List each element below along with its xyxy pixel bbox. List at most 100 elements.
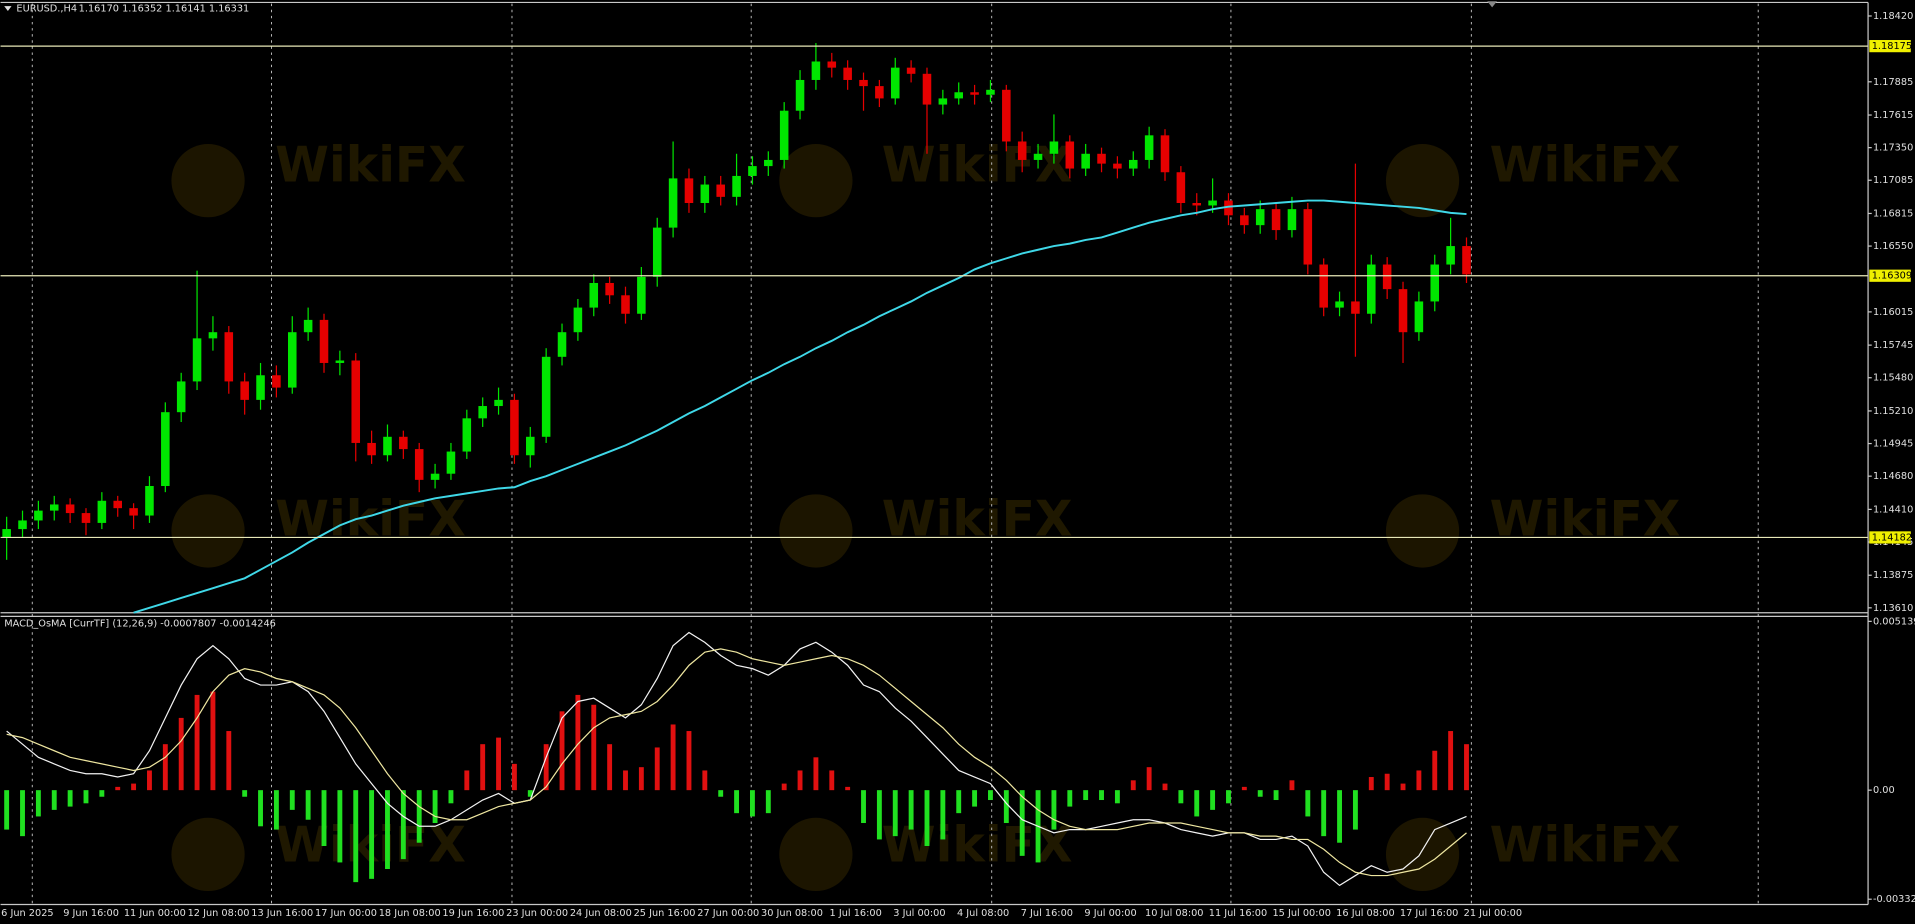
watermark: WikiFX (1490, 490, 1681, 547)
plot-area: 1.18420 1.17885 1.17615 1.17350 1.17085 1.168… (0, 11, 1915, 919)
x-tick-label: 7 Jul 16:00 (1021, 908, 1073, 919)
x-tick-label: 1 Jul 16:00 (830, 908, 882, 919)
candle-body (1367, 264, 1376, 314)
osma-bar (226, 731, 232, 791)
osma-bar (575, 694, 581, 791)
x-tick-label: 18 Jun 08:00 (379, 908, 441, 919)
osma-bar (147, 770, 152, 791)
x-tick-label: 21 Jul 00:00 (1464, 908, 1522, 919)
candle-body (1065, 141, 1075, 169)
candle-body (1271, 209, 1281, 231)
candle-body (1430, 264, 1440, 302)
osma-bar (1289, 780, 1295, 791)
candle-body (795, 79, 805, 111)
symbol-menu-arrow (4, 6, 12, 11)
y-tick-label: 1.17350 (1873, 143, 1913, 154)
osma-bar (1273, 790, 1279, 801)
level-price-label: 1.14182 (1872, 532, 1912, 543)
candle-body (922, 73, 932, 105)
y-tick-label: 1.17885 (1873, 77, 1913, 88)
osma-bar (337, 790, 343, 863)
osma-bar (178, 717, 184, 791)
candle-body (954, 92, 963, 99)
osma-bar (448, 790, 454, 804)
candle-body (764, 159, 773, 167)
osma-bar (861, 790, 866, 824)
candle-body (652, 227, 662, 277)
x-tick-label: 19 Jun 16:00 (442, 908, 504, 919)
candle-body (1049, 141, 1059, 154)
osma-bar (1400, 783, 1406, 791)
macd-line (6, 631, 1467, 887)
osma-bar (1448, 731, 1454, 791)
osma-bar (940, 790, 946, 840)
watermark-logo (171, 494, 245, 568)
osma-bar (162, 744, 168, 791)
x-tick-label: 27 Jun 00:00 (697, 908, 759, 919)
y-tick-label: 1.15210 (1873, 406, 1913, 417)
candle-body (367, 442, 376, 456)
y-tick-label: -0.003320 (1873, 894, 1915, 905)
candle-body (446, 451, 456, 474)
osma-bar (1051, 790, 1057, 830)
osma-bar (194, 694, 200, 791)
indicator-title: MACD_OsMA [CurrTF] (12,26,9) -0.0007807 … (4, 619, 276, 630)
osma-bar (305, 790, 311, 820)
candle-body (34, 510, 43, 521)
candle-body (1462, 246, 1471, 275)
osma-bar (1162, 783, 1168, 791)
candle-body (1192, 203, 1202, 206)
candle-body (1224, 200, 1233, 216)
candle-body (605, 282, 614, 296)
osma-bar (1210, 790, 1216, 810)
osma-bar (416, 790, 422, 843)
y-tick-label: 1.18420 (1873, 11, 1913, 22)
candle-body (1017, 141, 1027, 160)
watermark: WikiFX (1490, 816, 1681, 873)
y-tick-label: 1.14680 (1873, 471, 1913, 482)
osma-bar (273, 790, 279, 830)
osma-bar (496, 737, 501, 791)
candle-body (1081, 153, 1090, 169)
watermark-logo (1385, 817, 1460, 892)
osma-bar (400, 790, 406, 860)
candle-body (732, 175, 741, 197)
osma-bar (432, 790, 438, 824)
x-tick-label: 11 Jul 16:00 (1209, 908, 1267, 919)
y-tick-label: 1.17615 (1873, 110, 1913, 121)
candle-body (859, 79, 868, 87)
candle-body (208, 332, 218, 339)
level-price-box (1869, 531, 1911, 544)
osma-bar (829, 770, 835, 791)
osma-bar (1114, 790, 1120, 804)
osma-bar (1146, 767, 1152, 791)
candle-body (399, 436, 408, 450)
x-tick-label: 23 Jun 00:00 (506, 908, 568, 919)
candle-body (113, 500, 122, 509)
candle-body (557, 332, 567, 357)
osma-bar (527, 790, 533, 797)
moving-average (133, 199, 1467, 614)
watermark-logo (779, 494, 853, 568)
osma-bar (99, 790, 105, 797)
candle-body (129, 508, 138, 516)
osma-bar (1241, 786, 1247, 791)
y-tick-label: 1.13610 (1873, 603, 1913, 614)
candle-body (319, 319, 329, 363)
osma-bar (1257, 790, 1263, 797)
candle-body (272, 375, 281, 388)
osma-bar (51, 790, 57, 810)
candle-body (1446, 246, 1455, 265)
candle-body (716, 184, 725, 197)
candle-body (383, 436, 392, 456)
osma-bar (289, 790, 295, 810)
osma-bar (1067, 790, 1073, 807)
candle-body (1160, 135, 1170, 173)
x-tick-label: 3 Jul 00:00 (893, 908, 945, 919)
candle-body (1097, 153, 1106, 164)
x-tick-label: 15 Jul 00:00 (1272, 908, 1330, 919)
osma-bar (1130, 780, 1136, 791)
y-tick-label: 1.14410 (1873, 504, 1913, 515)
osma-bar (845, 786, 851, 791)
osma-bar (1019, 790, 1025, 856)
